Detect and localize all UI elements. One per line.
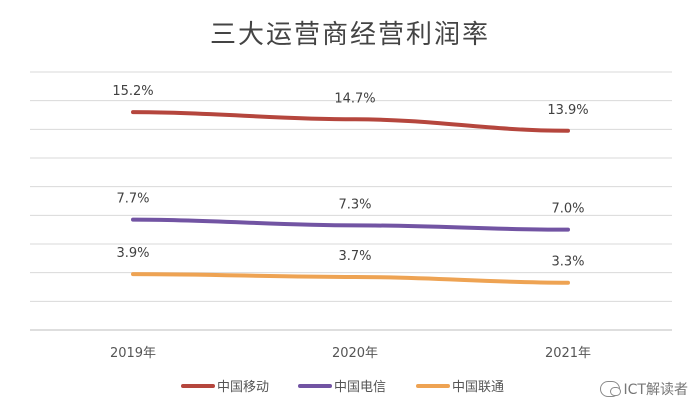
data-label: 3.9%: [116, 246, 149, 261]
chart-title: 三大运营商经营利润率: [209, 20, 490, 50]
legend-label: 中国移动: [217, 380, 269, 395]
series-line: [131, 272, 570, 285]
data-label: 7.3%: [338, 197, 371, 212]
series-line: [131, 110, 570, 133]
data-label: 3.3%: [551, 255, 584, 270]
x-tick-label: 2019年: [110, 346, 156, 361]
x-tick-label: 2021年: [545, 346, 591, 361]
legend-label: 中国联通: [452, 380, 504, 395]
series-line: [131, 217, 570, 232]
watermark-text: ICT解读者: [623, 382, 688, 398]
data-label: 14.7%: [334, 91, 375, 106]
legend-label: 中国电信: [334, 380, 386, 395]
wechat-icon: [599, 381, 621, 397]
data-label: 7.7%: [116, 192, 149, 207]
data-label: 7.0%: [551, 202, 584, 217]
data-label: 3.7%: [338, 249, 371, 264]
watermark: ICT解读者: [599, 379, 688, 399]
data-label: 15.2%: [112, 84, 153, 99]
x-tick-label: 2020年: [332, 346, 378, 361]
data-label: 13.9%: [547, 103, 588, 118]
